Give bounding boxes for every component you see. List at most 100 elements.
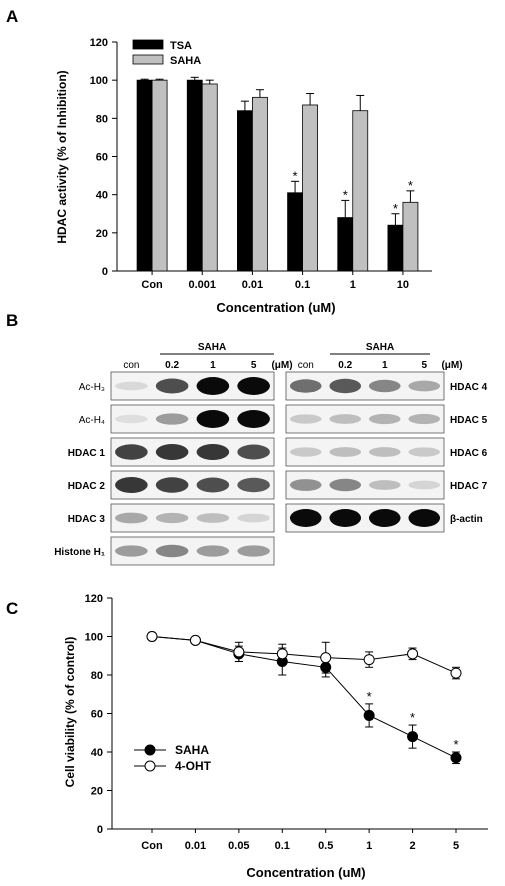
blot-band — [196, 444, 230, 460]
blot-band — [115, 444, 148, 460]
panel-a-x-tick-label: 1 — [350, 279, 356, 291]
panel-c-y-tick-label: 100 — [85, 632, 103, 644]
blot-band — [329, 478, 362, 492]
panel-c-point — [363, 709, 375, 721]
blot-treatment-label: SAHA — [198, 342, 226, 353]
panel-c-lines: * * * — [146, 631, 462, 765]
blot-lane-label: con — [123, 360, 139, 371]
blot-band — [368, 509, 401, 527]
blot-band — [155, 378, 189, 394]
panel-c-point — [189, 634, 201, 646]
panel-c-y-tick-label: 0 — [97, 824, 103, 836]
panel-a-y-axis-label: HDAC activity (% of Inhibition) — [55, 70, 69, 243]
panel-c-series-line — [151, 636, 457, 674]
blot-band — [368, 413, 401, 425]
panel-a-y-tick-label: 60 — [96, 152, 108, 164]
panel-c-y-tick-label: 120 — [85, 593, 103, 605]
panel-c-x-tick-label: 0.1 — [275, 840, 290, 852]
panel-c-point — [146, 631, 158, 642]
panel-a-bar — [302, 104, 318, 272]
panel-a-bar — [201, 83, 218, 272]
blot-band — [155, 413, 189, 425]
panel-a-y-tick-label: 120 — [90, 37, 108, 49]
panel-c-legend-label: 4-OHT — [175, 759, 212, 773]
panel-c-axes: 0 20 40 60 80 100 120 Con 0.01 0.05 0.1 0.5 1 2 5 — [85, 593, 488, 852]
blot-band — [196, 513, 230, 523]
panel-c-y-tick-label: 60 — [91, 709, 103, 721]
blot-band — [368, 447, 401, 457]
blot-row-label: HDAC 7 — [450, 481, 488, 492]
blot-row-label: HDAC 4 — [450, 382, 488, 393]
blot-band — [155, 544, 189, 558]
panel-c-x-tick-label: 0.01 — [185, 840, 206, 852]
panel-c-y-axis-label: Cell viability (% of control) — [63, 637, 77, 788]
blot-band — [196, 410, 230, 428]
blot-band — [408, 413, 441, 425]
panel-c-y-tick-label: 20 — [91, 786, 103, 798]
panel-a-bar — [252, 96, 268, 272]
panel-a-bar — [237, 110, 253, 272]
panel-a-bar — [337, 217, 354, 272]
panel-c-x-tick-label: 0.05 — [228, 840, 249, 852]
panel-c-legend: SAHA 4-OHT — [134, 743, 212, 773]
blot-band — [237, 410, 270, 428]
blot-band — [329, 509, 362, 527]
panel-c-y-tick-label: 80 — [91, 670, 103, 682]
blot-row-label: Histone H₁ — [54, 547, 105, 558]
panel-a-legend: TSA SAHA — [132, 39, 201, 67]
panel-a-y-tick-label: 80 — [96, 113, 108, 125]
blot-band — [237, 513, 270, 523]
panel-c-x-tick-label: Con — [141, 840, 163, 852]
panel-c-point — [276, 648, 288, 660]
panel-c-legend-label: SAHA — [175, 743, 209, 757]
panel-a-significance-star: * — [408, 178, 413, 193]
panel-a-bar — [387, 224, 404, 272]
panel-a-bars: * * * * — [136, 76, 419, 272]
panel-b-letter: B — [6, 311, 18, 330]
blot-band — [289, 479, 322, 491]
panel-c-x-axis-label: Concentration (uM) — [246, 865, 365, 880]
blot-treatment-label: SAHA — [366, 342, 394, 353]
panel-a-legend-label: SAHA — [170, 55, 201, 67]
panel-a-bar — [352, 110, 369, 272]
panel-a-x-tick-label: 0.01 — [242, 279, 263, 291]
blot-unit-label: (μM) — [271, 360, 292, 371]
panel-c-point — [320, 652, 332, 664]
panel-c-x-tick-label: 1 — [366, 840, 372, 852]
panel-a-y-tick-label: 0 — [102, 266, 108, 278]
panel-a-x-tick-label: 0.001 — [188, 279, 216, 291]
blot-band — [289, 414, 322, 424]
panel-c-significance-star: * — [410, 710, 415, 725]
blot-row-label: Ac-H₃ — [79, 382, 105, 393]
panel-c-x-tick-label: 0.5 — [318, 840, 333, 852]
blot-band — [115, 477, 148, 493]
blot-band — [115, 414, 148, 424]
blot-lane-label: 1 — [210, 360, 216, 371]
panel-a-y-tick-label: 40 — [96, 190, 108, 202]
panel-c-significance-star: * — [453, 737, 458, 752]
blot-row-label: Ac-H₄ — [79, 415, 105, 426]
blot-band — [115, 545, 148, 557]
panel-a-x-tick-label: 0.1 — [295, 279, 310, 291]
panel-c-point — [320, 661, 332, 673]
blot-row-label: HDAC 2 — [68, 481, 106, 492]
blot-band — [289, 509, 322, 527]
blot-unit-label: (μM) — [441, 360, 462, 371]
panel-a-letter: A — [6, 7, 18, 26]
blot-lane-label: 1 — [382, 360, 388, 371]
panel-a-legend-swatch — [132, 39, 164, 50]
blot-lane-label: 0.2 — [165, 360, 179, 371]
blot-band — [237, 377, 270, 395]
panel-a-x-tick-label: 10 — [397, 279, 409, 291]
panel-b-left-blot: SAHA con 0.2 1 5 (μM) Ac-H₃ Ac-H₄ HDAC 1 HDAC 2 HD… — [54, 342, 293, 566]
blot-band — [289, 379, 322, 393]
blot-band — [289, 447, 322, 457]
panel-c-point — [407, 648, 419, 660]
blot-band — [329, 447, 362, 457]
blot-band — [408, 447, 441, 457]
blot-band — [155, 512, 189, 524]
panel-c-point — [450, 667, 462, 679]
blot-band — [155, 444, 189, 460]
panel-a-bar — [186, 79, 203, 272]
